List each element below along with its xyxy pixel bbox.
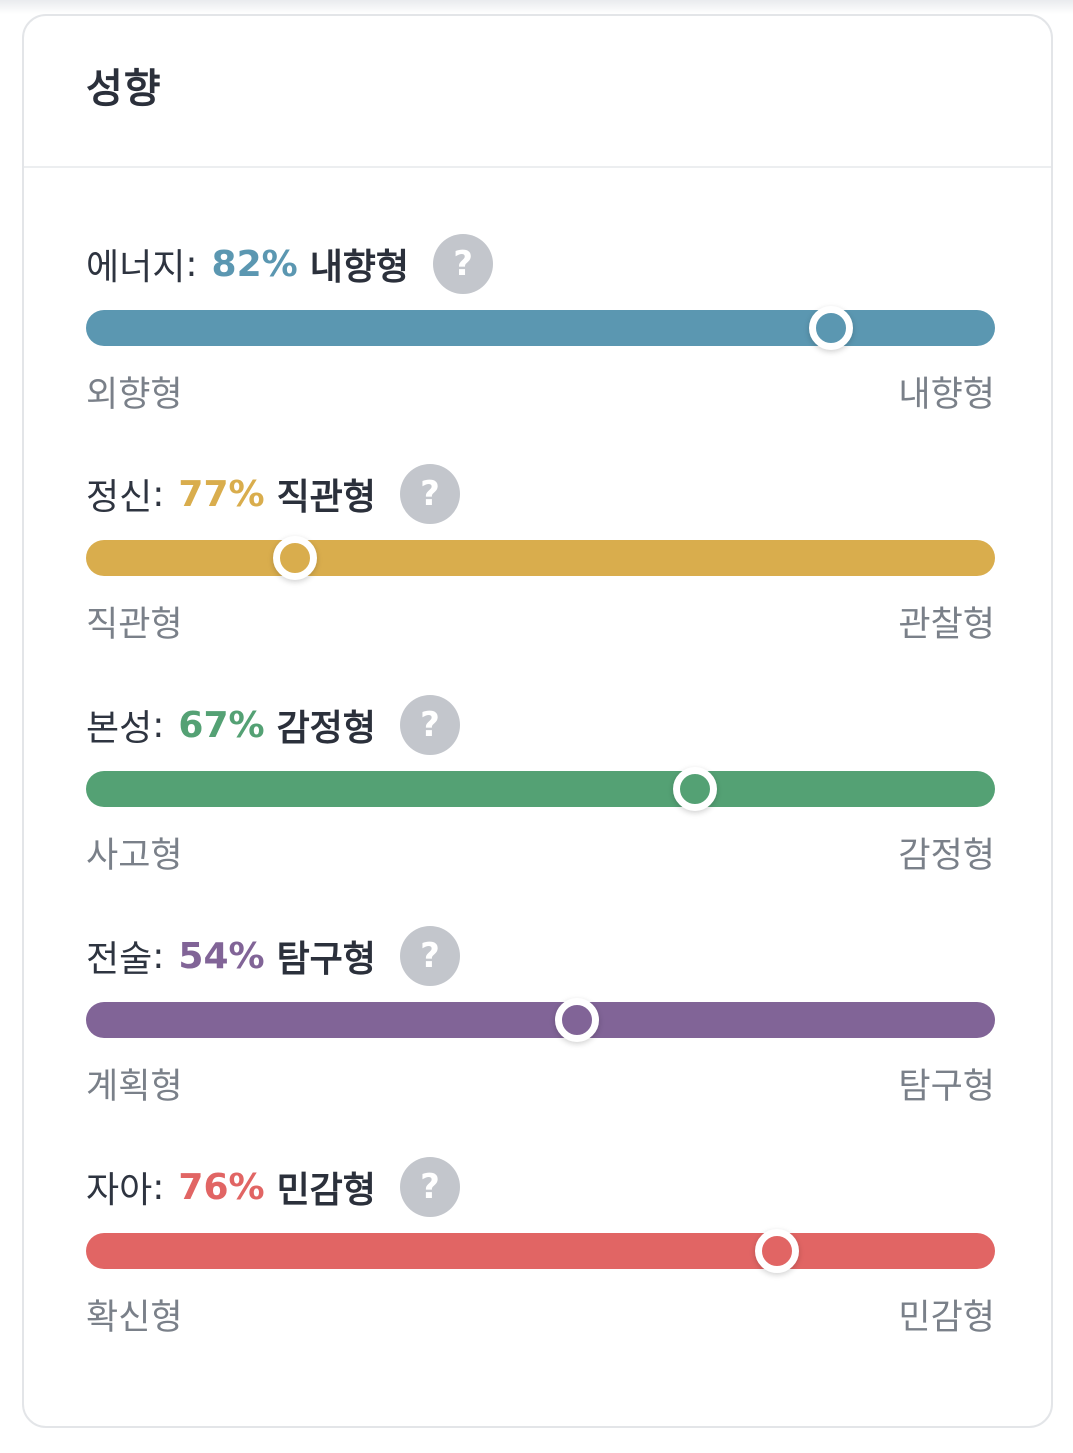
- top-shade: [0, 0, 1073, 14]
- trait-right-label: 감정형: [898, 836, 995, 876]
- trait-colon: :: [152, 935, 165, 977]
- question-circle-icon[interactable]: ?: [399, 464, 460, 524]
- trait-mind: 정신: 77% 직관형 ? 직관형 관찰형: [86, 464, 995, 654]
- trait-slider-thumb[interactable]: [554, 998, 599, 1042]
- trait-heading: 정신: 77% 직관형 ?: [86, 464, 460, 524]
- trait-slider-thumb[interactable]: [673, 767, 718, 811]
- trait-slider-thumb[interactable]: [809, 306, 854, 350]
- trait-colon: :: [152, 473, 165, 515]
- trait-name: 본성: [86, 708, 153, 749]
- trait-right-label: 내향형: [898, 375, 995, 415]
- question-circle-icon[interactable]: ?: [399, 926, 460, 986]
- trait-slider-track: [86, 536, 995, 580]
- trait-slider-track: [86, 767, 995, 811]
- trait-percent: 67%: [178, 704, 265, 746]
- trait-name: 에너지: [86, 247, 186, 288]
- trait-left-label: 확신형: [86, 1298, 183, 1338]
- trait-identity: 자아: 76% 민감형 ? 확신형 민감형: [86, 1157, 995, 1347]
- trait-type: 내향형: [309, 247, 410, 288]
- trait-colon: :: [152, 704, 165, 746]
- question-circle-icon[interactable]: ?: [399, 1157, 460, 1217]
- trait-slider-track: [86, 998, 995, 1042]
- question-circle-icon[interactable]: ?: [399, 695, 460, 755]
- trait-type: 직관형: [276, 477, 376, 518]
- trait-right-label: 관찰형: [898, 605, 995, 645]
- trait-right-label: 탐구형: [898, 1067, 995, 1107]
- trait-slider-thumb[interactable]: [273, 536, 318, 580]
- trait-type: 감정형: [276, 708, 376, 749]
- trait-type: 민감형: [276, 1170, 376, 1211]
- card-title: 성향: [86, 66, 162, 112]
- trait-slider-track: [86, 306, 995, 350]
- trait-left-label: 사고형: [86, 836, 183, 876]
- trait-slider-track: [86, 1229, 995, 1273]
- card-header: 성향: [24, 16, 1051, 168]
- trait-left-label: 직관형: [86, 605, 183, 645]
- trait-left-label: 계획형: [86, 1067, 183, 1107]
- trait-heading: 자아: 76% 민감형 ?: [86, 1157, 460, 1217]
- trait-energy: 에너지: 82% 내향형 ? 외향형 내향형: [86, 234, 995, 424]
- trait-slider-thumb[interactable]: [754, 1229, 799, 1273]
- trait-name: 정신: [86, 477, 153, 518]
- trait-percent: 82%: [211, 243, 298, 285]
- trait-percent: 77%: [178, 473, 265, 515]
- trait-colon: :: [152, 1166, 165, 1208]
- trait-left-label: 외향형: [86, 375, 183, 415]
- trait-heading: 에너지: 82% 내향형 ?: [86, 234, 494, 294]
- trait-percent: 76%: [178, 1166, 265, 1208]
- trait-colon: :: [185, 243, 198, 285]
- trait-name: 전술: [86, 939, 153, 980]
- question-circle-icon[interactable]: ?: [433, 234, 494, 294]
- trait-name: 자아: [86, 1170, 153, 1211]
- trait-tactics: 전술: 54% 탐구형 ? 계획형 탐구형: [86, 926, 995, 1116]
- trait-right-label: 민감형: [898, 1298, 995, 1338]
- trait-heading: 전술: 54% 탐구형 ?: [86, 926, 460, 986]
- trait-type: 탐구형: [276, 939, 376, 980]
- traits-card: 성향 에너지: 82% 내향형 ? 외향형 내향형 정신: 77% 직관형 ? …: [22, 14, 1053, 1428]
- trait-nature: 본성: 67% 감정형 ? 사고형 감정형: [86, 695, 995, 885]
- trait-heading: 본성: 67% 감정형 ?: [86, 695, 460, 755]
- trait-percent: 54%: [178, 935, 265, 977]
